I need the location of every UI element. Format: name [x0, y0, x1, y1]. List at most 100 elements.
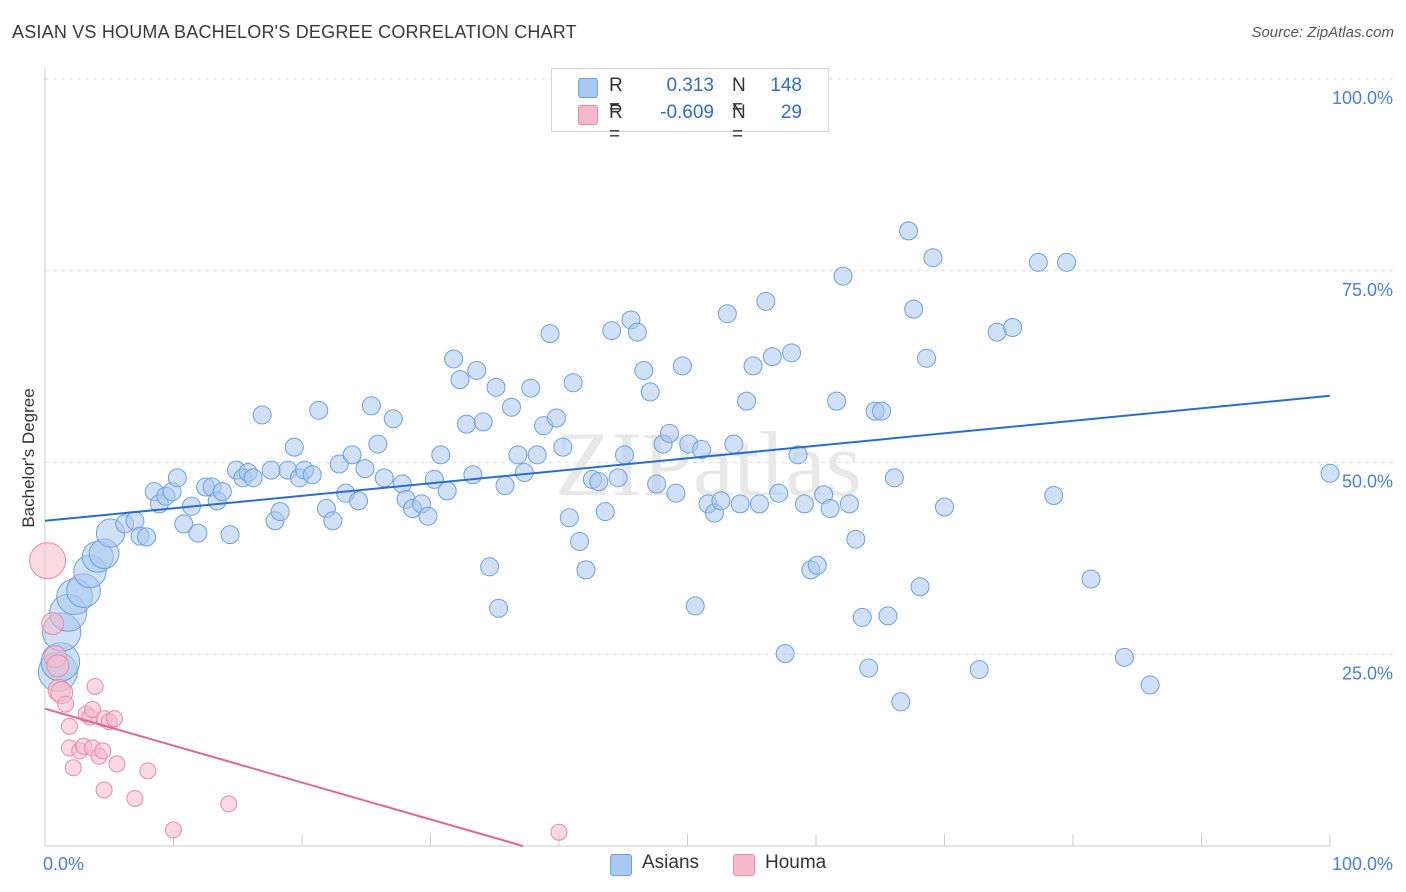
asians-point: [450, 370, 470, 390]
n-value: 148: [770, 75, 802, 96]
houma-legend-label: Houma: [765, 852, 827, 873]
houma-point: [108, 755, 126, 773]
asians-point: [546, 408, 566, 428]
y-tick-label: 50.0%: [1342, 472, 1393, 492]
y-tick-label: 75.0%: [1342, 280, 1393, 300]
houma-point: [139, 762, 157, 780]
asians-point: [1003, 318, 1023, 338]
asians-point: [647, 474, 667, 494]
asians-point: [563, 373, 583, 393]
x-tick-label: 100.0%: [1332, 854, 1393, 874]
source-label: Source: ZipAtlas.com: [1251, 24, 1394, 41]
asians-point: [743, 356, 763, 376]
houma-point: [60, 717, 78, 735]
asians-point: [521, 378, 541, 398]
asians-point: [608, 468, 628, 488]
y-tick-label: 100.0%: [1332, 88, 1393, 108]
asians-point: [634, 360, 654, 380]
asians-point: [878, 606, 898, 626]
asians-point: [431, 445, 451, 465]
houma-point: [29, 542, 67, 580]
asians-swatch: [578, 78, 598, 98]
asians-point: [329, 454, 349, 474]
asians-point: [374, 468, 394, 488]
asians-point: [220, 525, 240, 545]
asians-point: [243, 468, 263, 488]
asians-point: [261, 460, 281, 480]
asians-point: [692, 439, 712, 459]
asians-point: [540, 324, 560, 344]
asians-point: [553, 437, 573, 457]
asians-point: [807, 555, 827, 575]
y-tick-label: 25.0%: [1342, 663, 1393, 683]
asians-point: [514, 462, 534, 482]
asians-point: [769, 483, 789, 503]
asians-point: [486, 377, 506, 397]
asians-legend-swatch: [610, 854, 632, 876]
houma-point: [126, 789, 144, 807]
asians-point: [589, 472, 609, 492]
asians-point: [463, 465, 483, 485]
r-value: -0.609: [660, 102, 714, 123]
asians-point: [846, 529, 866, 549]
asians-point: [188, 523, 208, 543]
asians-point: [342, 445, 362, 465]
asians-point: [309, 400, 329, 420]
asians-point: [501, 397, 521, 417]
asians-point: [1057, 252, 1077, 272]
asians-point: [576, 560, 596, 580]
houma-point: [41, 612, 65, 636]
series-houma: [29, 542, 568, 841]
asians-point: [602, 321, 622, 341]
asians-point: [456, 414, 476, 434]
houma-point: [46, 654, 70, 678]
houma-point: [57, 695, 75, 713]
asians-point: [730, 494, 750, 514]
asians-point: [640, 382, 660, 402]
asians-point: [361, 396, 381, 416]
asians-point: [167, 468, 187, 488]
trend-lines: [44, 394, 1331, 847]
asians-point: [685, 596, 705, 616]
houma-trend-line: [44, 707, 524, 847]
asians-point: [212, 482, 232, 502]
asians-point: [917, 348, 937, 368]
asians-point: [570, 532, 590, 552]
houma-point: [86, 677, 104, 695]
n-label: N =: [732, 75, 746, 118]
grid-lines: [45, 78, 1395, 655]
asians-point: [489, 598, 509, 618]
asians-point: [711, 491, 731, 511]
houma-point: [165, 821, 182, 839]
asians-point: [527, 445, 547, 465]
asians-point: [137, 527, 157, 547]
asians-trend-line: [44, 394, 1331, 522]
asians-point: [1320, 463, 1340, 483]
asians-point: [480, 557, 500, 577]
asians-point: [935, 497, 954, 517]
houma-point: [94, 742, 112, 760]
asians-point: [749, 494, 769, 514]
asians-point: [444, 349, 464, 369]
asians-point: [794, 494, 814, 514]
asians-point: [827, 391, 847, 411]
chart-title: ASIAN VS HOUMA BACHELOR'S DEGREE CORRELA…: [12, 22, 577, 42]
asians-point: [891, 692, 911, 712]
asians-point: [302, 465, 322, 485]
asians-point: [724, 434, 744, 454]
asians-point: [418, 506, 438, 526]
asians-point: [323, 511, 343, 531]
asians-point: [627, 322, 647, 342]
asians-point: [899, 221, 919, 241]
r-value: 0.313: [666, 75, 714, 96]
r-label: R =: [609, 102, 623, 145]
houma-point: [84, 700, 102, 718]
asians-point: [859, 658, 879, 678]
asians-point: [672, 356, 692, 376]
asians-point: [872, 401, 892, 421]
asians-point: [717, 304, 737, 324]
asians-point: [737, 391, 757, 411]
houma-point: [64, 759, 82, 777]
asians-point: [1028, 252, 1048, 272]
asians-point: [559, 508, 579, 528]
